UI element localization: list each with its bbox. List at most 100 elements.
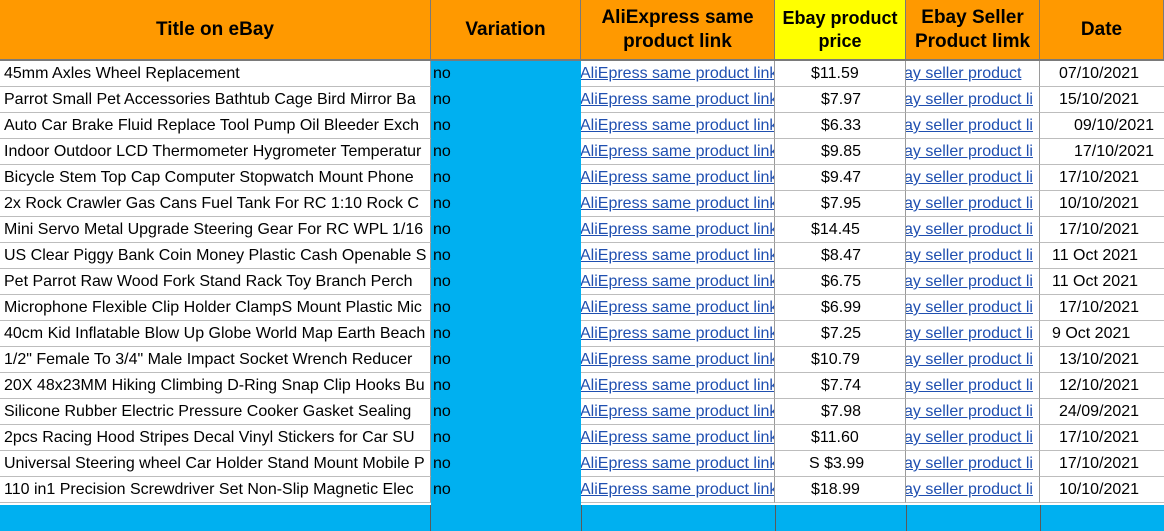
cell-price[interactable]: $11.59	[775, 61, 906, 87]
ali-product-link[interactable]: AliEpress same product link	[581, 87, 775, 113]
cell-title[interactable]: Parrot Small Pet Accessories Bathtub Cag…	[0, 87, 431, 113]
cell-date[interactable]: 17/10/2021	[1040, 425, 1164, 451]
header-title[interactable]: Title on eBay	[0, 0, 431, 61]
cell-price[interactable]: $6.75	[775, 269, 906, 295]
ali-product-link[interactable]: AliEpress same product link	[581, 191, 775, 217]
seller-product-link[interactable]: ay seller product li	[906, 243, 1040, 269]
seller-product-link[interactable]: ay seller product li	[906, 113, 1040, 139]
cell-variation[interactable]: no	[431, 347, 581, 373]
cell-price[interactable]: $8.47	[775, 243, 906, 269]
ali-product-link[interactable]: AliEpress same product link	[581, 399, 775, 425]
cell-price[interactable]: $14.45	[775, 217, 906, 243]
cell-price[interactable]: $7.97	[775, 87, 906, 113]
cell-title[interactable]: Universal Steering wheel Car Holder Stan…	[0, 451, 431, 477]
cell-title[interactable]: 2pcs Racing Hood Stripes Decal Vinyl Sti…	[0, 425, 431, 451]
seller-product-link[interactable]: ay seller product li	[906, 139, 1040, 165]
cell-price[interactable]: $6.99	[775, 295, 906, 321]
seller-product-link[interactable]: ay seller product	[906, 61, 1040, 87]
ali-product-link[interactable]: AliEpress same product link	[581, 217, 775, 243]
cell-date[interactable]: 11 Oct 2021	[1040, 243, 1164, 269]
cell-title[interactable]: Silicone Rubber Electric Pressure Cooker…	[0, 399, 431, 425]
cell-date[interactable]: 13/10/2021	[1040, 347, 1164, 373]
seller-product-link[interactable]: ay seller product li	[906, 217, 1040, 243]
cell-date[interactable]: 15/10/2021	[1040, 87, 1164, 113]
seller-product-link[interactable]: ay seller product li	[906, 87, 1040, 113]
ali-product-link[interactable]: AliEpress same product link	[581, 165, 775, 191]
cell-date[interactable]: 24/09/2021	[1040, 399, 1164, 425]
cell-title[interactable]: 20X 48x23MM Hiking Climbing D-Ring Snap …	[0, 373, 431, 399]
cell-variation[interactable]: no	[431, 191, 581, 217]
cell-variation[interactable]: no	[431, 61, 581, 87]
cell-variation[interactable]: no	[431, 295, 581, 321]
cell-title[interactable]: 1/2" Female To 3/4" Male Impact Socket W…	[0, 347, 431, 373]
seller-product-link[interactable]: ay seller product li	[906, 321, 1040, 347]
cell-price[interactable]: $6.33	[775, 113, 906, 139]
cell-date[interactable]: 17/10/2021	[1040, 139, 1164, 165]
ali-product-link[interactable]: AliEpress same product link	[581, 451, 775, 477]
cell-date[interactable]: 9 Oct 2021	[1040, 321, 1164, 347]
cell-title[interactable]: Indoor Outdoor LCD Thermometer Hygromete…	[0, 139, 431, 165]
cell-title[interactable]: Bicycle Stem Top Cap Computer Stopwatch …	[0, 165, 431, 191]
ali-product-link[interactable]: AliEpress same product link	[581, 373, 775, 399]
cell-variation[interactable]: no	[431, 425, 581, 451]
cell-price[interactable]: S $3.99	[775, 451, 906, 477]
cell-price[interactable]: $9.47	[775, 165, 906, 191]
cell-title[interactable]: 45mm Axles Wheel Replacement	[0, 61, 431, 87]
cell-price[interactable]: $11.60	[775, 425, 906, 451]
cell-variation[interactable]: no	[431, 477, 581, 503]
cell-date[interactable]: 17/10/2021	[1040, 451, 1164, 477]
ali-product-link[interactable]: AliEpress same product link	[581, 269, 775, 295]
cell-variation[interactable]: no	[431, 243, 581, 269]
cell-price[interactable]: $7.74	[775, 373, 906, 399]
cell-variation[interactable]: no	[431, 269, 581, 295]
ali-product-link[interactable]: AliEpress same product link	[581, 61, 775, 87]
header-seller-link[interactable]: Ebay Seller Product limk	[906, 0, 1040, 61]
cell-title[interactable]: 40cm Kid Inflatable Blow Up Globe World …	[0, 321, 431, 347]
cell-date[interactable]: 07/10/2021	[1040, 61, 1164, 87]
cell-title[interactable]: Microphone Flexible Clip Holder ClampS M…	[0, 295, 431, 321]
cell-variation[interactable]: no	[431, 399, 581, 425]
seller-product-link[interactable]: ay seller product li	[906, 399, 1040, 425]
cell-title[interactable]: Auto Car Brake Fluid Replace Tool Pump O…	[0, 113, 431, 139]
cell-date[interactable]: 10/10/2021	[1040, 477, 1164, 503]
cell-price[interactable]: $18.99	[775, 477, 906, 503]
seller-product-link[interactable]: ay seller product li	[906, 269, 1040, 295]
ali-product-link[interactable]: AliEpress same product link	[581, 425, 775, 451]
cell-title[interactable]: Mini Servo Metal Upgrade Steering Gear F…	[0, 217, 431, 243]
cell-variation[interactable]: no	[431, 373, 581, 399]
cell-price[interactable]: $9.85	[775, 139, 906, 165]
cell-price[interactable]: $7.25	[775, 321, 906, 347]
cell-variation[interactable]: no	[431, 139, 581, 165]
seller-product-link[interactable]: ay seller product li	[906, 347, 1040, 373]
seller-product-link[interactable]: ay seller product li	[906, 477, 1040, 503]
cell-price[interactable]: $7.98	[775, 399, 906, 425]
seller-product-link[interactable]: ay seller product li	[906, 295, 1040, 321]
header-date[interactable]: Date	[1040, 0, 1164, 61]
cell-title[interactable]: Pet Parrot Raw Wood Fork Stand Rack Toy …	[0, 269, 431, 295]
ali-product-link[interactable]: AliEpress same product link	[581, 477, 775, 503]
ali-product-link[interactable]: AliEpress same product link	[581, 295, 775, 321]
cell-price[interactable]: $10.79	[775, 347, 906, 373]
cell-date[interactable]: 17/10/2021	[1040, 165, 1164, 191]
seller-product-link[interactable]: ay seller product li	[906, 191, 1040, 217]
seller-product-link[interactable]: ay seller product li	[906, 451, 1040, 477]
seller-product-link[interactable]: ay seller product li	[906, 425, 1040, 451]
cell-date[interactable]: 12/10/2021	[1040, 373, 1164, 399]
header-variation[interactable]: Variation	[431, 0, 581, 61]
cell-variation[interactable]: no	[431, 113, 581, 139]
cell-variation[interactable]: no	[431, 321, 581, 347]
seller-product-link[interactable]: ay seller product li	[906, 165, 1040, 191]
cell-date[interactable]: 11 Oct 2021	[1040, 269, 1164, 295]
header-ebay-price[interactable]: Ebay product price	[775, 0, 906, 61]
cell-date[interactable]: 09/10/2021	[1040, 113, 1164, 139]
ali-product-link[interactable]: AliEpress same product link	[581, 243, 775, 269]
cell-title[interactable]: US Clear Piggy Bank Coin Money Plastic C…	[0, 243, 431, 269]
cell-variation[interactable]: no	[431, 217, 581, 243]
ali-product-link[interactable]: AliEpress same product link	[581, 139, 775, 165]
cell-price[interactable]: $7.95	[775, 191, 906, 217]
cell-variation[interactable]: no	[431, 87, 581, 113]
cell-date[interactable]: 10/10/2021	[1040, 191, 1164, 217]
cell-date[interactable]: 17/10/2021	[1040, 217, 1164, 243]
cell-variation[interactable]: no	[431, 451, 581, 477]
cell-date[interactable]: 17/10/2021	[1040, 295, 1164, 321]
